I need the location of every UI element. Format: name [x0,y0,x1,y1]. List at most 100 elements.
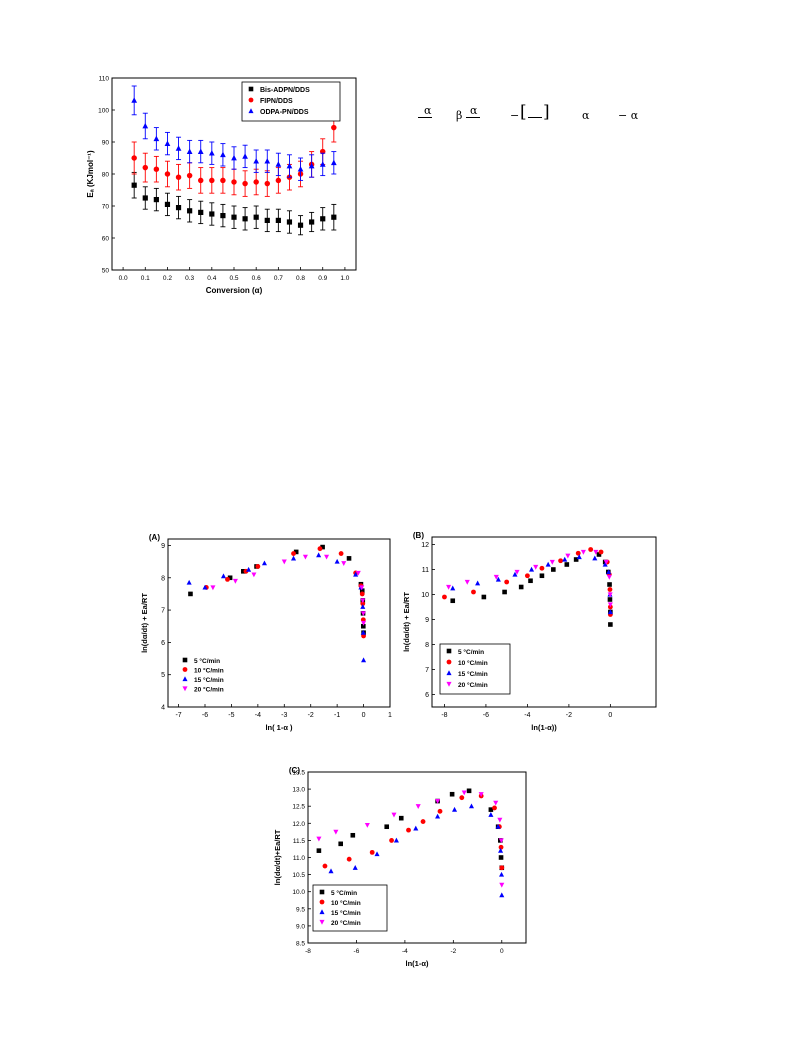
data-point [333,829,339,835]
data-point [264,158,271,164]
x-tick-label: -8 [305,948,311,955]
y-tick-label: 5 [161,672,165,679]
x-tick-label: -3 [281,712,287,719]
data-point [580,549,586,555]
data-point [331,214,337,220]
series-4 [446,549,613,608]
legend-marker [319,919,325,925]
data-point [253,158,260,164]
y-tick-label: 12.0 [292,821,305,828]
data-point [360,611,366,617]
x-axis-label: ln(1-α) [406,959,429,968]
data-point [142,122,149,129]
y-tick-label: 11.0 [293,855,306,862]
legend-marker [446,681,452,687]
x-tick-label: -4 [524,712,530,719]
data-point [246,566,252,572]
legend-entry: 15 °C/min [331,909,361,917]
legend-entry: 15 °C/min [194,676,224,684]
x-tick-label: 0.5 [229,275,238,282]
data-point [291,555,297,561]
data-point [450,598,456,604]
y-tick-label: 6 [425,692,429,699]
legend-entry: 15 °C/min [458,670,488,678]
x-tick-label: -5 [228,712,234,719]
data-point [175,145,182,151]
data-point [231,214,237,220]
x-tick-label: 0.0 [119,275,128,282]
x-tick-label: 0.8 [296,275,305,282]
data-point [452,806,458,812]
data-point [369,849,375,855]
data-point [361,620,367,626]
legend-marker [248,86,254,92]
data-point [131,97,138,103]
y-tick-label: 8 [425,642,429,649]
data-point [435,799,441,804]
x-tick-label: -6 [483,712,489,719]
data-point [437,808,443,814]
legend-marker [446,670,452,676]
data-point [596,552,602,557]
data-point [415,804,421,809]
data-point [251,572,257,578]
data-point [602,561,608,567]
data-point [498,838,504,844]
x-axis-label: Conversion (α) [206,286,263,295]
legend-marker [319,909,325,915]
data-point [131,182,137,188]
data-point [391,812,397,818]
data-point [142,195,148,201]
data-point [588,547,594,552]
data-point [316,836,322,842]
data-point [529,566,535,572]
data-point [360,601,366,607]
data-point [499,865,505,871]
data-point [316,848,322,853]
panel-label: (B) [413,531,424,540]
x-tick-label: 1 [388,712,392,719]
legend-box [312,884,388,932]
data-point [498,844,504,850]
data-point [209,211,215,217]
legend-entry: 5 °C/min [194,657,220,665]
data-point [558,558,564,564]
series-3 [450,554,613,615]
y-tick-label: 6 [161,640,165,647]
legend-marker [248,97,254,103]
data-point [576,554,582,560]
legend-marker [319,889,325,895]
data-point [488,807,494,812]
legend-entry: Bis-ADPN/DDS [260,87,310,94]
equation-one-minus-alpha: − α [618,109,639,122]
equation-bracket-right: ] [543,102,550,122]
data-point [512,571,518,577]
data-point [153,135,160,142]
data-point [175,205,182,211]
plot-group: -8 -6 -4 -2 0 6 7 8 9 10 11 12 ln(1-α)) ln(dα/dt) + E… [402,531,657,732]
y-tick-label: 10.5 [292,872,305,879]
data-point [498,855,504,860]
data-point [131,155,137,161]
equation-beta: β [456,109,463,122]
data-point [334,558,340,564]
y-tick-label: 90 [102,140,110,147]
legend-marker [446,659,452,665]
data-point [186,172,193,179]
y-tick-label: 12.5 [292,804,305,811]
data-point [281,559,287,565]
x-tick-label: -6 [202,712,208,719]
legend-entry: 10 °C/min [194,667,224,675]
data-point [361,657,367,663]
data-point [309,219,315,225]
data-point [353,571,359,577]
data-point [539,565,545,571]
x-tick-label: 0 [362,712,366,719]
data-point [420,819,426,825]
data-point [338,551,344,556]
